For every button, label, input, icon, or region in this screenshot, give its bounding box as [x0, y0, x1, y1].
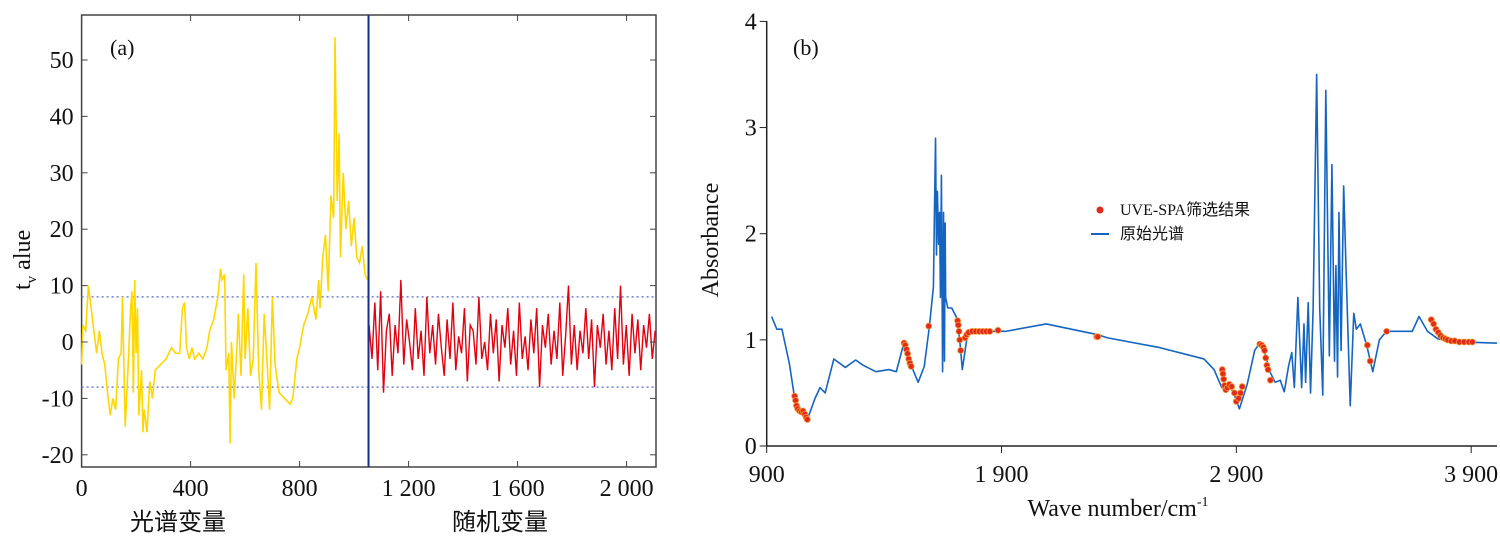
selected-wavelength-point — [1262, 354, 1270, 362]
selected-wavelength-point — [1366, 357, 1374, 365]
y-tick-label-b: 1 — [745, 328, 757, 354]
y-axis-label-b: Absorbance — [698, 183, 724, 298]
legend-marker-selected — [1096, 206, 1104, 214]
x-tick-label-a: 400 — [173, 476, 209, 502]
legend: UVE-SPA筛选结果 原始光谱 — [1091, 200, 1250, 243]
y-tick-label-b: 4 — [745, 9, 757, 35]
spectral-variables-line — [80, 37, 369, 444]
x-tick-label-b: 900 — [749, 462, 785, 488]
legend-label-selected: UVE-SPA筛选结果 — [1120, 200, 1250, 219]
selected-wavelength-point — [803, 416, 811, 423]
selected-wavelength-point — [994, 326, 1002, 334]
selected-wavelength-point — [954, 321, 962, 329]
x-tick-label-b: 3 900 — [1444, 462, 1498, 488]
x-tick-label-a: 0 — [76, 476, 88, 502]
x-axis-label-random: 随机变量 — [452, 509, 548, 536]
panel-b-spectrum-plot: 900 1 900 2 900 3 900 0 1 2 3 4 (b) Absorbance W… — [698, 9, 1498, 522]
x-tick-label-b: 2 900 — [1209, 462, 1263, 488]
selected-wavelength-point — [1238, 383, 1246, 390]
legend-label-spectrum: 原始光谱 — [1120, 225, 1184, 243]
x-tick-label-a: 1 600 — [491, 476, 545, 502]
selected-wavelength-point — [1094, 333, 1102, 341]
selected-wavelength-point — [1220, 375, 1228, 383]
selected-wavelength-point — [1468, 338, 1476, 346]
random-variables-line — [368, 279, 656, 393]
y-tick-label-b: 3 — [745, 116, 757, 142]
selected-wavelength-point — [1261, 347, 1268, 354]
x-tick-label-a: 2 000 — [600, 476, 654, 502]
y-tick-label-a: 20 — [50, 217, 74, 243]
original-spectrum-line — [770, 73, 1497, 421]
selected-wavelength-point — [1228, 383, 1236, 390]
y-tick-label-a: 50 — [50, 48, 74, 74]
y-tick-label-b: 2 — [745, 222, 757, 248]
selected-wavelength-point — [1237, 389, 1244, 397]
selected-wavelength-point — [1363, 341, 1371, 349]
panel-label-b: (b) — [793, 35, 819, 60]
y-tick-label-a: -10 — [42, 386, 74, 412]
selected-wavelength-point — [1264, 366, 1272, 373]
selected-wavelength-point — [1266, 376, 1274, 384]
y-tick-label-a: -20 — [42, 443, 74, 469]
selected-wavelength-point — [1383, 327, 1391, 335]
y-axis-label-a: tv alue — [10, 230, 40, 290]
x-tick-label-a: 800 — [282, 476, 318, 502]
y-tick-label-a: 40 — [50, 104, 74, 130]
y-tick-label-b: 0 — [745, 434, 757, 460]
x-tick-label-b: 1 900 — [975, 462, 1029, 488]
y-tick-label-a: 10 — [50, 274, 74, 300]
selected-wavelength-point — [1231, 389, 1238, 397]
selected-wavelength-point — [955, 327, 963, 335]
panel-label-a: (a) — [110, 35, 134, 60]
selected-wavelength-point — [907, 362, 915, 370]
x-axis-label-b: Wave number/cm-1 — [1027, 495, 1208, 522]
selected-wavelength-point — [925, 322, 933, 330]
y-tick-label-a: 0 — [62, 330, 74, 356]
y-tick-label-a: 30 — [50, 161, 74, 187]
panel-a-tv-plot: 0 400 800 1 200 1 600 2 000-20-1001020304050 … — [10, 14, 657, 536]
selected-wavelength-point — [957, 347, 965, 354]
x-tick-label-a: 1 200 — [382, 476, 436, 502]
selected-wavelength-point — [986, 327, 994, 335]
x-axis-label-spectral: 光谱变量 — [130, 509, 226, 536]
